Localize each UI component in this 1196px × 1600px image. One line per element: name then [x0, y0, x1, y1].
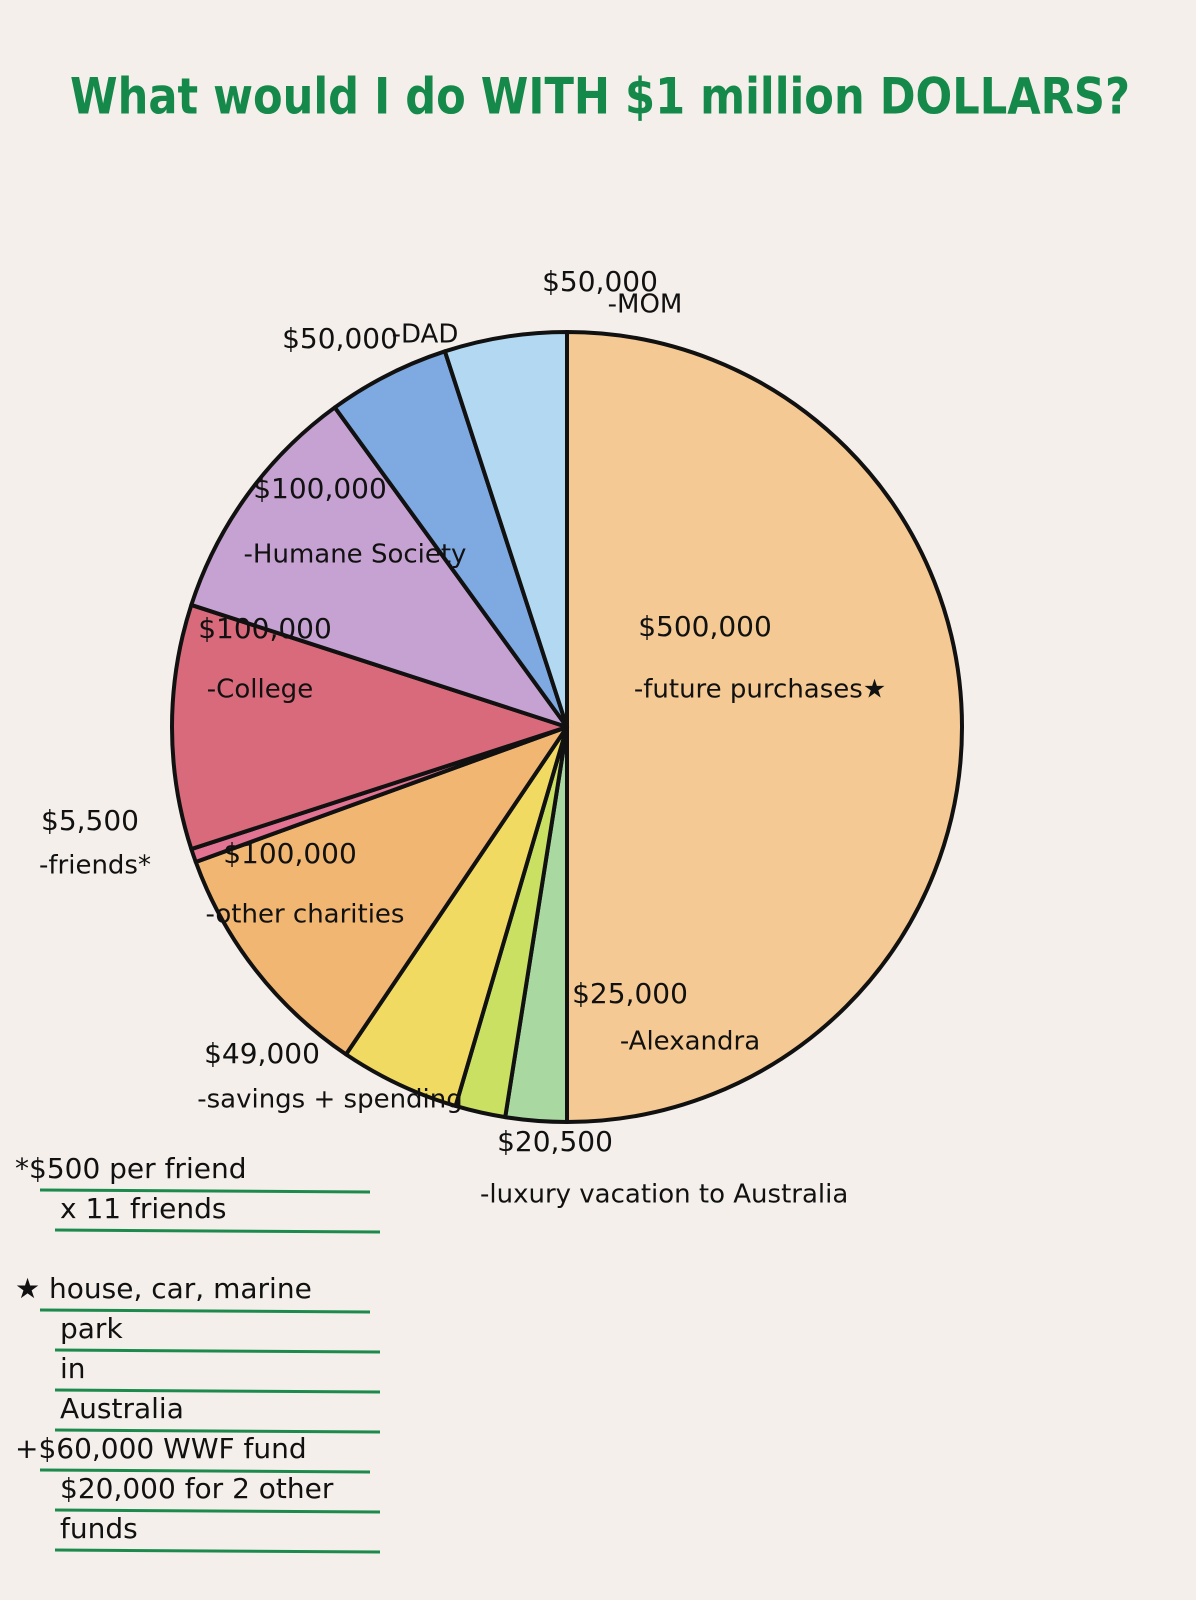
category-label: -College [207, 675, 313, 705]
footnote: in [60, 1352, 86, 1385]
underline [54, 1428, 381, 1434]
value-label: $100,000 [198, 612, 332, 645]
pie-slice [170, 602, 569, 852]
underline [54, 1388, 381, 1394]
underline [54, 1508, 381, 1514]
underline [39, 1468, 371, 1474]
chart-title: What would I do WITH $1 million DOLLARS? [70, 68, 1130, 126]
footnote: Australia [60, 1392, 184, 1425]
value-label: $50,000 [542, 265, 658, 298]
underline [54, 1548, 381, 1554]
underline [39, 1308, 371, 1314]
footnote: park [60, 1312, 123, 1345]
value-label: $500,000 [638, 610, 772, 643]
footnote: *$500 per friend [15, 1152, 246, 1185]
category-label: -Humane Society [244, 540, 467, 570]
category-label: -friends* [39, 851, 151, 881]
value-label: $50,000 [282, 322, 398, 355]
underline [39, 1188, 371, 1194]
underline [54, 1228, 381, 1234]
category-label: -Alexandra [620, 1027, 760, 1057]
pie-slice [565, 330, 964, 1124]
underline [54, 1348, 381, 1354]
footnote: funds [60, 1512, 138, 1545]
category-label: -DAD [392, 320, 459, 350]
pie-slice [189, 405, 569, 729]
category-label: -other charities [206, 900, 405, 930]
category-label: -MOM [608, 290, 683, 320]
value-label: $49,000 [204, 1037, 320, 1070]
pie-slice [193, 725, 569, 1057]
pie-slice [442, 330, 569, 729]
value-label: $100,000 [253, 472, 387, 505]
category-label: -future purchases★ [634, 675, 886, 705]
footnote: x 11 friends [60, 1192, 226, 1225]
footnote: ★ house, car, marine [15, 1272, 312, 1305]
value-label: $25,000 [572, 977, 688, 1010]
footnote: +$60,000 WWF fund [15, 1432, 307, 1465]
value-label: $20,500 [497, 1125, 613, 1158]
value-label: $100,000 [223, 837, 357, 870]
value-label: $5,500 [41, 804, 139, 837]
category-label: -savings + spending [197, 1085, 463, 1115]
category-label: -luxury vacation to Australia [480, 1180, 848, 1210]
footnote: $20,000 for 2 other [60, 1472, 334, 1505]
